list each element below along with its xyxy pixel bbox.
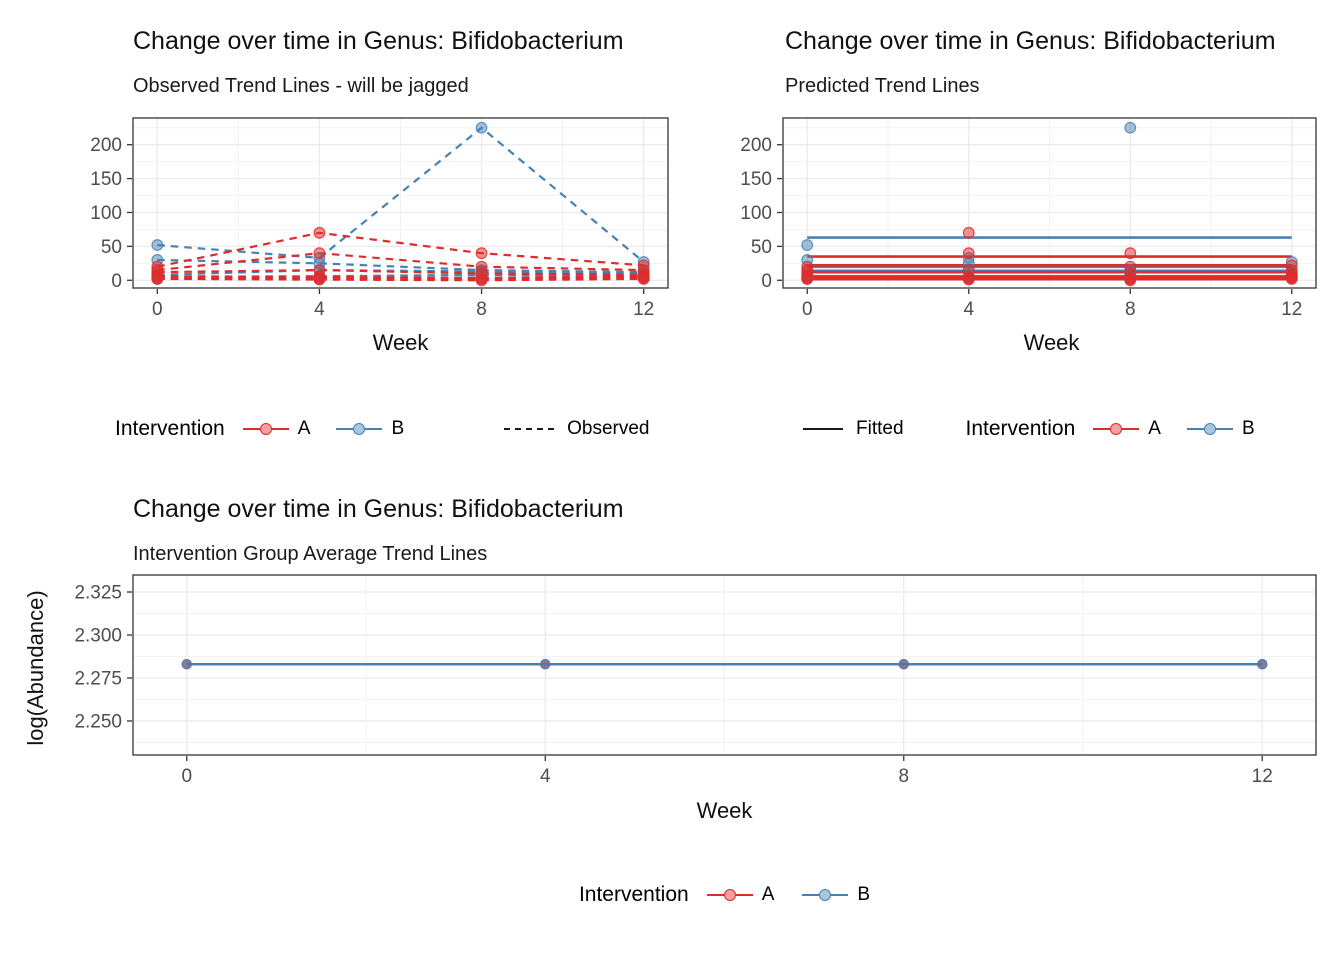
data-point (313, 273, 326, 286)
data-point (1124, 247, 1137, 260)
y-tick-label: 150 (90, 169, 122, 190)
data-point (637, 273, 650, 285)
data-point (1257, 659, 1268, 670)
data-point (1124, 274, 1137, 287)
observed-subtitle: Observed Trend Lines - will be jagged (133, 75, 469, 97)
x-tick-label: 8 (476, 299, 487, 320)
data-point (475, 247, 488, 260)
observed-line (157, 231, 644, 268)
observed-line (157, 126, 645, 263)
data-point (1124, 121, 1137, 134)
legend-title: Intervention (965, 417, 1076, 440)
predicted-legend: Fitted Intervention A B (803, 412, 1255, 446)
observed-line (157, 276, 644, 281)
average-panel: Change over time in Genus: Bifidobacteri… (0, 470, 1344, 960)
x-tick-label: 0 (152, 299, 163, 320)
predicted-panel: Change over time in Genus: Bifidobacteri… (683, 0, 1344, 465)
data-point (475, 274, 488, 287)
observed-legend: Intervention A B Observed (115, 412, 650, 446)
legend-item-a: A (297, 418, 311, 439)
data-point (1285, 273, 1298, 285)
predicted-subtitle: Predicted Trend Lines (785, 75, 980, 97)
y-tick-label: 0 (111, 271, 122, 292)
observed-plot: 0 4 8 12 0 50 100 150 200 (90, 117, 669, 320)
legend-item-b: B (391, 418, 405, 439)
average-legend: Intervention A B (133, 878, 1316, 912)
data-point (313, 226, 326, 239)
y-tick-label: 100 (90, 203, 122, 224)
legend-item-fitted: Fitted (856, 418, 904, 439)
panel-border (132, 574, 1317, 756)
y-tick-label: 200 (740, 135, 772, 156)
y-tick-label: 2.250 (74, 711, 122, 732)
data-point (151, 273, 164, 285)
y-tick-label: 150 (740, 169, 772, 190)
data-point (540, 659, 551, 670)
legend-key-observed-icon (504, 428, 555, 430)
observed-title: Change over time in Genus: Bifidobacteri… (133, 27, 624, 55)
y-tick-label: 50 (101, 237, 122, 258)
legend-key-b-icon (336, 420, 383, 438)
average-plot: 0 4 8 12 2.250 2.275 2.300 2.325 (74, 574, 1317, 787)
x-tick-label: 0 (181, 766, 192, 787)
average-subtitle: Intervention Group Average Trend Lines (133, 543, 488, 565)
data-point (962, 247, 975, 260)
average-title: Change over time in Genus: Bifidobacteri… (133, 495, 624, 523)
legend-item-observed: Observed (567, 418, 650, 439)
panel-border (782, 117, 1317, 289)
data-point (962, 273, 975, 286)
data-point (801, 239, 814, 251)
x-tick-label: 12 (1281, 299, 1302, 320)
data-point (313, 247, 326, 260)
x-tick-label: 0 (802, 299, 813, 320)
average-xaxis-title: Week (696, 798, 753, 823)
observed-line (157, 277, 644, 282)
observed-line (157, 252, 644, 272)
data-point (151, 239, 164, 251)
legend-key-b-icon (1186, 420, 1233, 438)
y-tick-label: 0 (761, 271, 772, 292)
predicted-plot: 0 4 8 12 0 50 100 150 200 (740, 117, 1317, 320)
average-yaxis-title: log(Abundance) (23, 590, 48, 746)
legend-title: Intervention (578, 883, 689, 906)
legend-key-a-icon (242, 420, 289, 438)
legend-key-a-icon (706, 886, 753, 904)
observed-xaxis-title: Week (372, 330, 429, 355)
legend-key-fitted-icon (803, 427, 843, 431)
data-point (962, 226, 975, 239)
predicted-xaxis-title: Week (1023, 330, 1080, 355)
y-tick-label: 2.275 (74, 668, 122, 689)
x-tick-label: 4 (314, 299, 325, 320)
data-point (475, 121, 488, 134)
data-point (181, 659, 192, 670)
x-tick-label: 8 (1125, 299, 1136, 320)
legend-item-a: A (1148, 418, 1161, 439)
x-tick-label: 12 (1252, 766, 1273, 787)
legend-key-b-icon (802, 886, 849, 904)
x-tick-label: 4 (540, 766, 551, 787)
observed-line (157, 269, 644, 276)
y-tick-label: 200 (90, 135, 122, 156)
y-tick-label: 2.300 (74, 626, 122, 647)
observed-panel: Change over time in Genus: Bifidobacteri… (0, 0, 700, 465)
data-point (801, 273, 814, 285)
legend-title: Intervention (115, 417, 225, 440)
y-tick-label: 100 (740, 203, 772, 224)
predicted-title: Change over time in Genus: Bifidobacteri… (785, 27, 1276, 55)
y-tick-label: 2.325 (74, 583, 122, 604)
x-tick-label: 4 (963, 299, 974, 320)
legend-item-b: B (857, 884, 871, 905)
legend-item-b: B (1241, 418, 1255, 439)
y-tick-label: 50 (751, 237, 772, 258)
data-point (898, 659, 909, 670)
panel-border (132, 117, 669, 289)
x-tick-label: 8 (898, 766, 909, 787)
legend-key-a-icon (1093, 420, 1140, 438)
legend-item-a: A (761, 884, 775, 905)
x-tick-label: 12 (633, 299, 654, 320)
